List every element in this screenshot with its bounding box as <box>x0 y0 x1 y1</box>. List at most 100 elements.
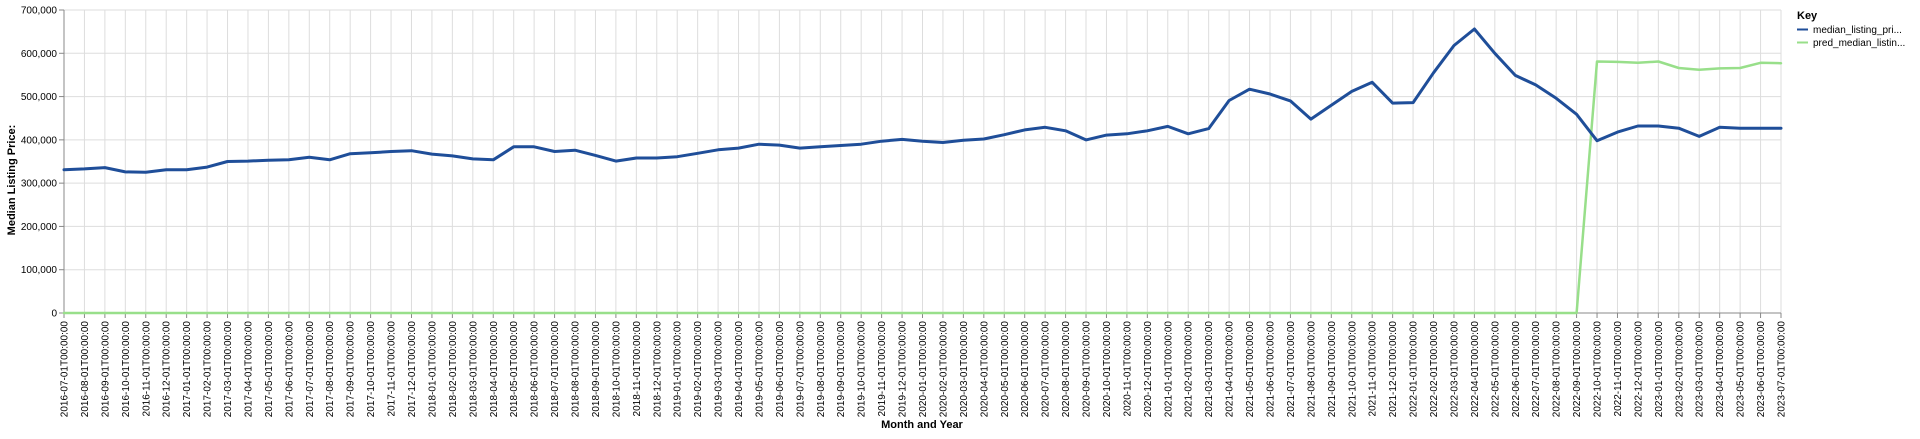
x-tick-label: 2023-01-01T00:00:00 <box>1654 321 1665 418</box>
y-tick-label: 700,000 <box>21 6 58 17</box>
x-tick-label: 2019-06-01T00:00:00 <box>775 321 786 418</box>
x-tick-label: 2022-03-01T00:00:00 <box>1449 321 1460 418</box>
x-tick-label: 2020-03-01T00:00:00 <box>959 321 970 418</box>
x-tick-label: 2021-05-01T00:00:00 <box>1245 321 1256 418</box>
x-tick-label: 2017-04-01T00:00:00 <box>243 321 254 418</box>
x-tick-label: 2016-08-01T00:00:00 <box>80 321 91 418</box>
x-tick-label: 2019-01-01T00:00:00 <box>673 321 684 418</box>
x-tick-label: 2021-03-01T00:00:00 <box>1204 321 1215 418</box>
x-tick-label: 2018-01-01T00:00:00 <box>427 321 438 418</box>
y-tick-label: 100,000 <box>21 265 58 276</box>
x-tick-label: 2020-01-01T00:00:00 <box>918 321 929 418</box>
x-tick-label: 2016-07-01T00:00:00 <box>60 321 71 418</box>
x-tick-label: 2019-05-01T00:00:00 <box>754 321 765 418</box>
x-tick-label: 2021-01-01T00:00:00 <box>1163 321 1174 418</box>
x-tick-label: 2021-07-01T00:00:00 <box>1286 321 1297 418</box>
x-tick-label: 2020-04-01T00:00:00 <box>979 321 990 418</box>
axis-layer: 0 100,000 200,000 300,000 400,000 500,000 600,… <box>21 6 1788 418</box>
x-tick-label: 2019-03-01T00:00:00 <box>714 321 725 418</box>
x-tick-label: 2020-05-01T00:00:00 <box>1000 321 1011 418</box>
legend-label: pred_median_listin... <box>1813 38 1905 49</box>
x-tick-label: 2021-12-01T00:00:00 <box>1388 321 1399 418</box>
x-tick-label: 2022-01-01T00:00:00 <box>1409 321 1420 418</box>
x-tick-label: 2022-10-01T00:00:00 <box>1593 321 1604 418</box>
x-tick-label: 2018-06-01T00:00:00 <box>530 321 541 418</box>
y-tick-label: 200,000 <box>21 222 58 233</box>
y-tick-label: 400,000 <box>21 135 58 146</box>
x-tick-label: 2017-11-01T00:00:00 <box>387 321 398 417</box>
y-tick-label: 500,000 <box>21 92 58 103</box>
x-tick-label: 2018-07-01T00:00:00 <box>550 321 561 418</box>
x-tick-label: 2019-10-01T00:00:00 <box>857 321 868 418</box>
x-tick-label: 2017-08-01T00:00:00 <box>325 321 336 418</box>
x-tick-label: 2018-02-01T00:00:00 <box>448 321 459 418</box>
x-tick-label: 2023-02-01T00:00:00 <box>1674 321 1685 418</box>
x-tick-label: 2017-10-01T00:00:00 <box>366 321 377 418</box>
x-tick-label: 2019-04-01T00:00:00 <box>734 321 745 418</box>
y-tick-label: 0 <box>51 309 57 320</box>
legend-title: Key <box>1797 10 1818 22</box>
x-tick-label: 2019-09-01T00:00:00 <box>836 321 847 418</box>
x-tick-label: 2017-03-01T00:00:00 <box>223 321 234 418</box>
x-tick-label: 2016-10-01T00:00:00 <box>121 321 132 418</box>
x-tick-label: 2018-11-01T00:00:00 <box>632 321 643 417</box>
series-line-median-listing-price <box>62 27 1783 174</box>
x-tick-label: 2018-05-01T00:00:00 <box>509 321 520 418</box>
y-axis-title: Median Listing Price: <box>6 125 18 236</box>
x-tick-label: 2022-02-01T00:00:00 <box>1429 321 1440 418</box>
x-tick-label: 2020-02-01T00:00:00 <box>938 321 949 418</box>
x-tick-label: 2017-05-01T00:00:00 <box>264 321 275 418</box>
x-tick-label: 2020-12-01T00:00:00 <box>1143 321 1154 418</box>
x-tick-label: 2019-07-01T00:00:00 <box>795 321 806 418</box>
y-tick-label: 300,000 <box>21 179 58 190</box>
series-line-pred-median-listing-price <box>62 60 1783 315</box>
x-tick-label: 2020-07-01T00:00:00 <box>1041 321 1052 418</box>
x-tick-label: 2018-10-01T00:00:00 <box>611 321 622 418</box>
x-tick-label: 2017-06-01T00:00:00 <box>284 321 295 418</box>
x-tick-label: 2020-09-01T00:00:00 <box>1082 321 1093 418</box>
x-tick-label: 2020-08-01T00:00:00 <box>1061 321 1072 418</box>
x-tick-label: 2018-03-01T00:00:00 <box>468 321 479 418</box>
x-tick-label: 2017-01-01T00:00:00 <box>182 321 193 418</box>
grid-layer <box>63 9 1782 314</box>
x-tick-label: 2020-10-01T00:00:00 <box>1102 321 1113 418</box>
legend: Key median_listing_pri... pred_median_lis… <box>1797 10 1905 49</box>
x-tick-label: 2018-12-01T00:00:00 <box>652 321 663 418</box>
x-axis-title: Month and Year <box>881 419 963 431</box>
x-tick-label: 2021-10-01T00:00:00 <box>1347 321 1358 418</box>
x-tick-label: 2016-12-01T00:00:00 <box>162 321 173 418</box>
x-tick-label: 2023-06-01T00:00:00 <box>1756 321 1767 418</box>
y-tick-label: 600,000 <box>21 49 58 60</box>
x-tick-label: 2017-07-01T00:00:00 <box>305 321 316 418</box>
x-tick-label: 2021-08-01T00:00:00 <box>1306 321 1317 418</box>
x-tick-label: 2018-09-01T00:00:00 <box>591 321 602 418</box>
series-layer <box>62 27 1783 315</box>
x-tick-label: 2023-07-01T00:00:00 <box>1777 321 1788 418</box>
x-tick-label: 2021-11-01T00:00:00 <box>1368 321 1379 417</box>
x-tick-label: 2022-12-01T00:00:00 <box>1633 321 1644 418</box>
x-tick-label: 2023-05-01T00:00:00 <box>1736 321 1747 418</box>
x-tick-label: 2017-12-01T00:00:00 <box>407 321 418 418</box>
x-tick-label: 2018-08-01T00:00:00 <box>571 321 582 418</box>
x-tick-label: 2018-04-01T00:00:00 <box>489 321 500 418</box>
x-tick-label: 2019-12-01T00:00:00 <box>898 321 909 418</box>
x-tick-label: 2022-09-01T00:00:00 <box>1572 321 1583 418</box>
x-tick-label: 2019-08-01T00:00:00 <box>816 321 827 418</box>
x-tick-label: 2021-02-01T00:00:00 <box>1184 321 1195 418</box>
x-tick-label: 2022-07-01T00:00:00 <box>1531 321 1542 418</box>
x-tick-label: 2021-09-01T00:00:00 <box>1327 321 1338 418</box>
x-tick-label: 2016-09-01T00:00:00 <box>100 321 111 418</box>
legend-label: median_listing_pri... <box>1813 25 1902 36</box>
x-tick-label: 2023-04-01T00:00:00 <box>1715 321 1726 418</box>
x-tick-label: 2017-09-01T00:00:00 <box>346 321 357 418</box>
x-tick-label: 2021-04-01T00:00:00 <box>1225 321 1236 418</box>
x-tick-label: 2019-11-01T00:00:00 <box>877 321 888 417</box>
x-tick-label: 2022-04-01T00:00:00 <box>1470 321 1481 418</box>
x-tick-label: 2022-11-01T00:00:00 <box>1613 321 1624 417</box>
x-tick-label: 2016-11-01T00:00:00 <box>141 321 152 417</box>
x-tick-label: 2020-11-01T00:00:00 <box>1122 321 1133 417</box>
x-tick-label: 2021-06-01T00:00:00 <box>1265 321 1276 418</box>
x-tick-label: 2019-02-01T00:00:00 <box>693 321 704 418</box>
